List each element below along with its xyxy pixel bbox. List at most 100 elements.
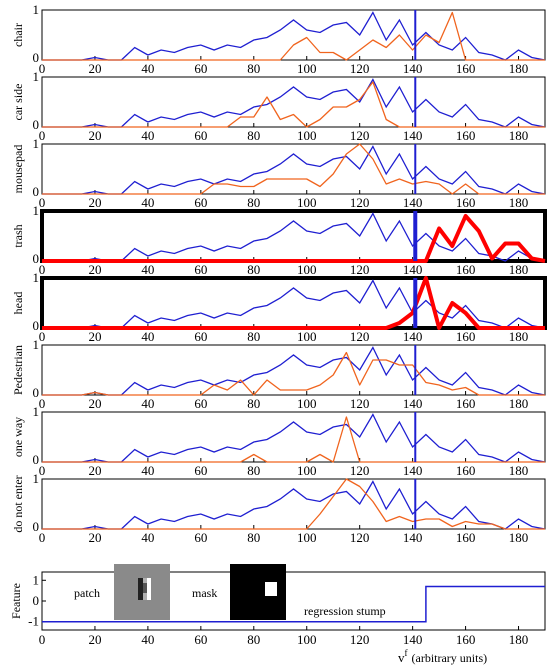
x-tick-label: 180 xyxy=(509,128,529,143)
x-tick-label: 60 xyxy=(194,61,207,76)
x-tick-label: 160 xyxy=(456,530,476,545)
x-tick-label: 160 xyxy=(456,128,476,143)
panel-label: car side xyxy=(11,84,25,121)
mask-image xyxy=(230,564,286,620)
x-tick-label: 100 xyxy=(297,61,317,76)
panel-frame xyxy=(41,76,546,128)
x-tick-label: 80 xyxy=(247,195,260,210)
x-tick-label: 160 xyxy=(456,262,476,277)
x-tick-label: 20 xyxy=(88,329,101,344)
x-tick-label: 60 xyxy=(194,128,207,143)
x-tick-label: 140 xyxy=(403,396,423,411)
series-line-mean-response xyxy=(42,212,546,262)
x-axis-label-v: v xyxy=(398,650,405,665)
x-tick-label: 80 xyxy=(247,530,260,545)
x-tick-label: 100 xyxy=(297,329,317,344)
y-tick-label-bottom: 0 xyxy=(33,251,40,266)
x-tick-label: 40 xyxy=(141,128,154,143)
panel-frame xyxy=(41,344,546,396)
x-tick-label: 140 xyxy=(403,262,423,277)
y-tick-label-bottom: 0 xyxy=(33,184,40,199)
x-tick-label: 0 xyxy=(39,61,46,76)
x-tick-label: 100 xyxy=(297,463,317,478)
x-tick-label: 0 xyxy=(39,262,46,277)
y-tick-label-top: 1 xyxy=(33,471,40,486)
series-line-trash xyxy=(42,214,546,263)
x-tick-label: 20 xyxy=(88,195,101,210)
series-line-mean-response xyxy=(42,346,546,396)
x-tick-label: 20 xyxy=(88,262,101,277)
panel-frame xyxy=(41,9,546,61)
panel-label: do not enter xyxy=(11,475,25,532)
x-tick-label: 60 xyxy=(194,329,207,344)
x-tick-label: 180 xyxy=(509,195,529,210)
panel-frame xyxy=(41,478,546,530)
x-tick-label: 180 xyxy=(509,530,529,545)
x-tick-label: 180 xyxy=(509,61,529,76)
x-tick-label: 180 xyxy=(509,463,529,478)
mask-background xyxy=(230,564,286,620)
x-tick-label: 20 xyxy=(88,61,101,76)
x-tick-label: 140 xyxy=(403,195,423,210)
x-tick-label: 80 xyxy=(247,463,260,478)
x-tick-label: 60 xyxy=(194,195,207,210)
x-tick-label: 160 xyxy=(456,61,476,76)
x-tick-label: 40 xyxy=(141,61,154,76)
panel-label: mousepad xyxy=(11,145,25,194)
panel-do-not-enter: 0 20 40 60 80 100 120 140 160 180 1 0 do not enter xyxy=(11,471,546,545)
x-tick-label: 40 xyxy=(141,195,154,210)
panel-car-side: 0 20 40 60 80 100 120 140 160 180 1 0 car side xyxy=(11,69,546,143)
x-tick-label: 60 xyxy=(194,463,207,478)
x-tick-label: 120 xyxy=(350,128,370,143)
y-tick-label-bottom: 0 xyxy=(33,50,40,65)
x-tick-label: 80 xyxy=(247,262,260,277)
panel-one-way: 0 20 40 60 80 100 120 140 160 180 1 0 one way xyxy=(11,404,546,478)
x-tick-label: 20 xyxy=(88,632,101,647)
y-tick-label-top: 1 xyxy=(33,69,40,84)
x-tick-label: 20 xyxy=(88,396,101,411)
panel-label: chair xyxy=(11,23,25,47)
panel-frame xyxy=(41,143,546,195)
x-tick-label: 60 xyxy=(194,530,207,545)
feature-axis-label: Feature xyxy=(9,583,23,619)
series-line-chair xyxy=(42,11,545,61)
x-tick-label: 120 xyxy=(350,396,370,411)
x-tick-label: 120 xyxy=(350,463,370,478)
panel-head: 0 20 40 60 80 100 120 140 160 180 1 0 head xyxy=(11,270,547,344)
series-line-mean-response xyxy=(42,279,546,329)
x-tick-label: 0 xyxy=(39,632,46,647)
x-tick-label: 40 xyxy=(141,262,154,277)
x-tick-label: 40 xyxy=(141,632,154,647)
y-tick-label-bottom: 0 xyxy=(33,117,40,132)
patch-dark-block xyxy=(143,583,147,593)
x-tick-label: 160 xyxy=(456,632,476,647)
y-tick-label-bottom: 0 xyxy=(33,385,40,400)
y-tick-label-top: 1 xyxy=(33,203,40,218)
x-tick-label: 120 xyxy=(350,262,370,277)
x-tick-label: 180 xyxy=(509,396,529,411)
y-tick-label-top: 1 xyxy=(33,404,40,419)
stump-label: regression stump xyxy=(304,604,386,618)
x-tick-label: 120 xyxy=(350,632,370,647)
panel-label: Pedestrian xyxy=(11,345,25,395)
x-tick-label: 40 xyxy=(141,329,154,344)
y-tick-label-top: 1 xyxy=(33,270,40,285)
x-tick-label: 100 xyxy=(297,262,317,277)
x-tick-label: 120 xyxy=(350,530,370,545)
x-tick-label: 80 xyxy=(247,128,260,143)
series-line-mean-response xyxy=(42,480,546,530)
x-tick-label: 60 xyxy=(194,632,207,647)
x-tick-label: 180 xyxy=(509,262,529,277)
panel-mousepad: 0 20 40 60 80 100 120 140 160 180 1 0 mousepad xyxy=(11,136,546,210)
y-tick-label: 0 xyxy=(33,593,40,608)
x-axis-label-sup: f xyxy=(405,648,408,658)
y-tick-label-bottom: 0 xyxy=(33,318,40,333)
patch-dark-left xyxy=(138,578,143,600)
mask-white-square xyxy=(265,582,277,596)
x-tick-label: 120 xyxy=(350,329,370,344)
x-tick-label: 140 xyxy=(403,329,423,344)
x-tick-label: 120 xyxy=(350,61,370,76)
series-line-car-side xyxy=(42,81,545,128)
patch-image xyxy=(114,564,170,620)
